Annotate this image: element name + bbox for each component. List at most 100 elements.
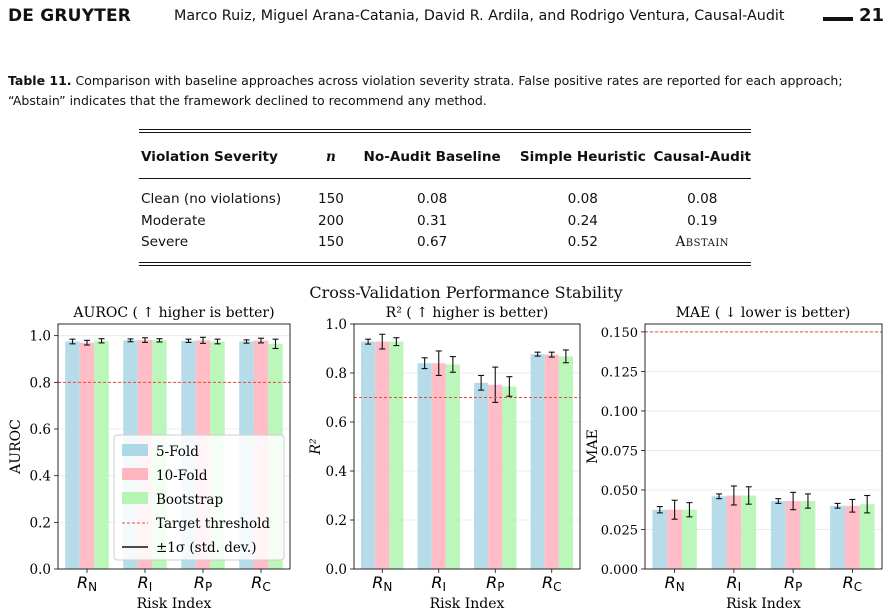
table-header-row: Violation Severity n No-Audit Baseline S…	[139, 131, 751, 179]
x-tick-label: RC	[542, 573, 562, 594]
legend-box	[113, 434, 285, 561]
x-tick-label: RI	[138, 573, 153, 594]
x-tick-label: RN	[665, 573, 685, 594]
bar	[94, 340, 109, 569]
y-tick-label: 0.125	[601, 365, 638, 380]
bar	[375, 341, 390, 569]
y-tick-label: 1.0	[30, 329, 51, 345]
x-axis-label: Risk Index	[137, 596, 212, 612]
chart-panel-3: MAE ( ↓ lower is better) 0.000 0.025 0.050 0…	[585, 305, 883, 612]
axes-frame	[353, 323, 581, 570]
x-tick-label: RP	[784, 573, 802, 594]
table-caption-text: Comparison with baseline approaches acro…	[8, 73, 843, 108]
table-caption-label: Table 11.	[8, 73, 72, 88]
y-tick-label: 0.6	[30, 422, 51, 438]
bar	[741, 495, 757, 569]
x-tick-label: RC	[251, 573, 271, 594]
bar	[558, 356, 573, 569]
table-row: Severe 150 0.67 0.52 Abstain	[139, 232, 751, 264]
chart-panel-2: R² ( ↑ higher is better) 0.0 0.2 0.4 0.6 0.8 1…	[308, 305, 581, 612]
legend-swatch	[122, 444, 148, 456]
col-header-severity: Violation Severity	[141, 149, 278, 165]
bar	[502, 386, 517, 569]
chart-title: MAE ( ↓ lower is better)	[676, 305, 851, 321]
bar	[474, 382, 489, 569]
x-tick-label: RP	[194, 573, 212, 594]
publisher-name: DE GRUYTER	[8, 6, 132, 26]
bar	[488, 384, 503, 569]
bar	[785, 501, 801, 569]
bar	[652, 509, 668, 569]
y-tick-label: 0.0	[30, 562, 51, 578]
y-tick-label: 0.075	[601, 444, 638, 459]
y-tick-label: 0.000	[601, 563, 638, 578]
bar	[361, 341, 376, 569]
bar	[770, 501, 786, 569]
y-tick-label: 0.050	[601, 484, 638, 499]
table-cell: 0.31	[416, 212, 448, 229]
results-table: Violation Severity n No-Audit Baseline S…	[139, 129, 751, 266]
legend-swatch	[122, 468, 148, 480]
chart-legend: 5-Fold 10-Fold Bootstrap Target threshold ±1…	[113, 434, 285, 561]
y-tick-label: 0.8	[30, 375, 51, 391]
table-cell: 150	[317, 190, 344, 207]
table-cell-abstain: Abstain	[675, 234, 730, 250]
table-cell: Moderate	[141, 212, 206, 229]
x-axis-label: Risk Index	[726, 596, 801, 612]
bar	[544, 354, 559, 569]
x-tick-label: RC	[843, 573, 863, 594]
legend-label: 10-Fold	[156, 468, 208, 484]
table-cell: 0.24	[567, 212, 598, 229]
bar	[682, 509, 697, 569]
bar	[530, 354, 545, 569]
table-cell: 0.08	[567, 190, 598, 207]
running-head-authors: Marco Ruiz, Miguel Arana-Catania, David …	[174, 8, 785, 24]
y-tick-label: 0.4	[30, 469, 51, 485]
table-row: Clean (no violations) 150 0.08 0.08 0.08	[139, 179, 751, 210]
table-row: Moderate 200 0.31 0.24 0.19	[139, 210, 751, 232]
x-axis-label: Risk Index	[430, 596, 505, 612]
y-tick-label: 0.2	[30, 515, 51, 531]
header-rule	[823, 17, 853, 21]
legend-label: Bootstrap	[156, 492, 223, 508]
x-tick-label: RN	[77, 573, 97, 594]
chart-panel-1: AUROC ( ↑ higher is better) 0.0 0.2 0.4 0.6 0…	[8, 305, 291, 612]
y-tick-label: 0.100	[601, 405, 638, 420]
y-tick-label: 1.0	[326, 317, 347, 333]
page-number: 21	[858, 5, 884, 26]
y-axis-label: MAE	[585, 429, 601, 464]
y-tick-label: 0.0	[326, 562, 347, 578]
y-tick-label: 0.2	[326, 513, 347, 529]
y-tick-label: 0.025	[601, 523, 638, 538]
y-tick-label: 0.6	[326, 415, 347, 431]
stability-figure: Cross-Validation Performance Stability A…	[0, 280, 890, 613]
axes-frame	[644, 323, 883, 570]
table-cell: 0.08	[687, 190, 718, 207]
x-tick-label: RI	[727, 573, 742, 594]
x-tick-label: RI	[431, 573, 446, 594]
running-head: DE GRUYTER Marco Ruiz, Miguel Arana-Cata…	[8, 4, 884, 28]
y-axis-label: AUROC	[8, 419, 24, 475]
chart-title: R² ( ↑ higher is better)	[386, 305, 549, 321]
y-axis-label: R²	[308, 438, 324, 456]
bar	[417, 363, 432, 569]
chart-title: AUROC ( ↑ higher is better)	[72, 305, 274, 321]
table-caption: Table 11. Comparison with baseline appro…	[8, 71, 884, 111]
bar	[445, 364, 460, 569]
col-header-heuristic: Simple Heuristic	[519, 149, 646, 165]
bar	[79, 342, 95, 569]
bar	[859, 504, 875, 569]
bar	[800, 501, 816, 569]
bar	[431, 363, 446, 569]
col-header-n: n	[326, 149, 336, 165]
table-cell: 0.67	[416, 234, 448, 250]
table-cell: 0.08	[416, 190, 448, 207]
legend-label: Target threshold	[156, 516, 270, 532]
table-cell: 200	[317, 212, 344, 229]
y-tick-label: 0.8	[326, 366, 347, 382]
bar	[389, 341, 404, 569]
table-cell: 0.19	[687, 212, 718, 229]
y-tick-label: 0.150	[601, 326, 638, 341]
legend-label: ±1σ (std. dev.)	[156, 540, 256, 556]
y-tick-label: 0.4	[326, 464, 347, 480]
